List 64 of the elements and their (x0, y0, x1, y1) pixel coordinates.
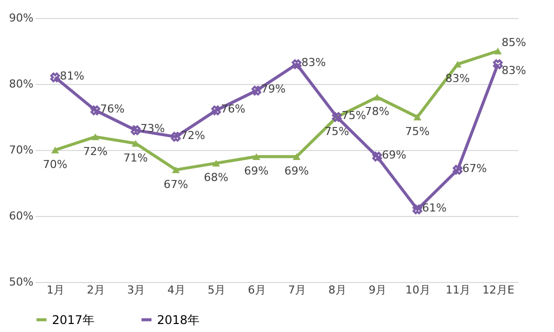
y-tick-label: 90% (9, 12, 34, 24)
point (373, 94, 381, 101)
data-label: 83% (502, 64, 526, 78)
data-label: 75% (324, 125, 350, 138)
x-tick-label: 9月 (368, 284, 387, 296)
point (292, 59, 302, 70)
x-tick-label: 12月E (482, 284, 514, 296)
point (50, 72, 60, 82)
x-tick-label: 1月 (46, 284, 65, 296)
point (171, 132, 181, 142)
data-label: 72% (83, 144, 108, 158)
y-tick-label: 70% (9, 144, 34, 156)
data-label: 79% (261, 82, 286, 96)
x-tick-label: 2月 (86, 284, 105, 296)
data-label: 85% (502, 36, 526, 49)
data-label: 81% (60, 69, 84, 82)
point (412, 204, 422, 214)
point (51, 146, 59, 154)
point (92, 133, 100, 140)
legend-label: 2018年 (157, 312, 200, 327)
point (372, 152, 382, 162)
data-label: 61% (422, 201, 447, 214)
data-label: 83% (301, 56, 326, 70)
x-tick-label: 5月 (208, 284, 226, 296)
x-tick-label: 3月 (127, 284, 146, 296)
x-tick-label: 10月 (405, 284, 430, 296)
point (132, 140, 140, 147)
data-label: 67% (164, 178, 188, 191)
x-tick-label: 4月 (167, 284, 186, 296)
x-tick-label: 8月 (328, 284, 346, 296)
x-tick-label: 7月 (288, 284, 306, 296)
y-tick-label: 50% (9, 276, 34, 288)
x-tick-label: 11月 (446, 284, 471, 296)
point (130, 125, 140, 136)
data-label: 68% (204, 171, 228, 184)
point (292, 153, 300, 160)
data-label: 71% (123, 151, 148, 164)
legend-label: 2017年 (52, 312, 95, 327)
y-tick-label: 60% (9, 210, 34, 222)
point (494, 48, 502, 54)
data-label: 67% (462, 162, 487, 175)
data-label: 76% (100, 102, 125, 116)
point (172, 166, 180, 174)
x-tick-label: 6月 (248, 284, 266, 296)
point (212, 160, 220, 167)
point (493, 59, 503, 70)
data-label: 70% (42, 158, 68, 171)
data-label: 69% (284, 164, 309, 178)
point (452, 164, 462, 175)
data-label: 69% (244, 164, 269, 178)
point (454, 60, 462, 68)
data-label: 78% (364, 105, 390, 118)
data-label: 69% (382, 148, 406, 162)
data-label: 73% (140, 122, 165, 136)
point (211, 106, 221, 116)
y-tick-label: 80% (9, 78, 34, 90)
point (414, 114, 422, 120)
data-label: 75% (342, 109, 366, 122)
point (252, 86, 262, 96)
data-label: 75% (405, 125, 430, 138)
point (252, 153, 260, 160)
data-label: 72% (180, 128, 206, 142)
data-label: 76% (220, 102, 246, 116)
point (90, 106, 100, 116)
